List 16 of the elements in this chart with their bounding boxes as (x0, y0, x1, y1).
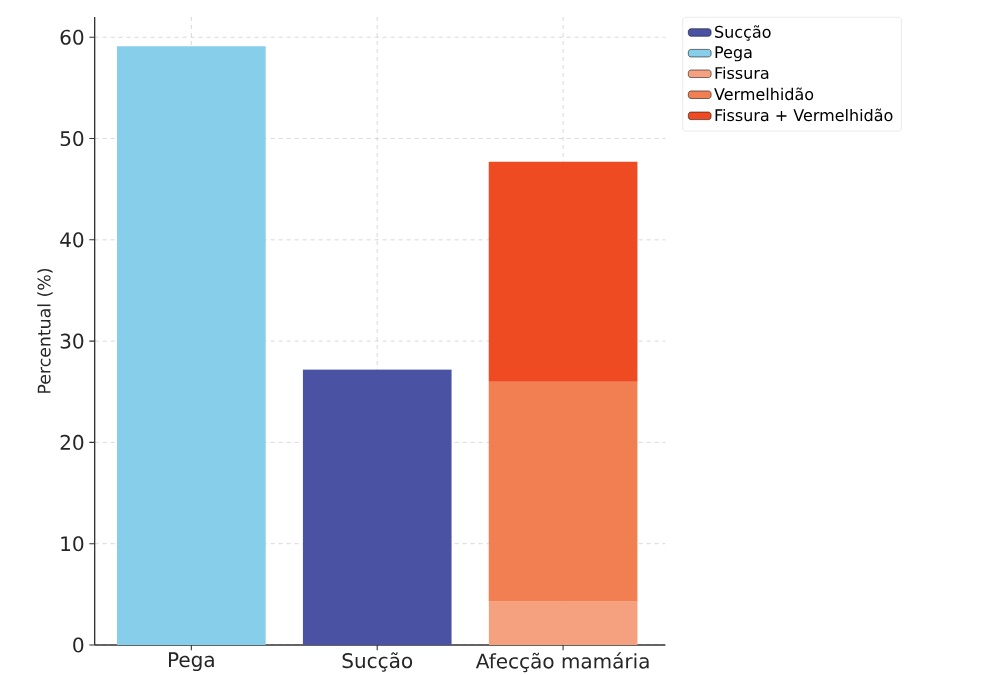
y-tick-label: 40 (60, 232, 84, 248)
y-tick-label: 30 (60, 333, 84, 349)
y-tick-label: 60 (60, 29, 84, 45)
legend-label: Vermelhidão (714, 87, 814, 101)
y-tick-label: 50 (60, 130, 84, 147)
y-tick-label: 0 (73, 637, 84, 653)
y-axis-title: Percentual (%) (37, 268, 53, 393)
legend-label: Sucção (715, 25, 771, 41)
legend-label: Fissura (715, 66, 769, 80)
legend-label: Fissura + Vermelhidão (715, 108, 893, 122)
x-tick-label: Afecção mamária (475, 652, 649, 673)
legend-label: Pega (715, 46, 752, 62)
y-tick-label: 10 (61, 536, 84, 552)
x-tick-label: Pega (169, 652, 214, 672)
x-tick-label: Sucção (342, 652, 413, 672)
y-tick-label: 20 (60, 434, 84, 450)
